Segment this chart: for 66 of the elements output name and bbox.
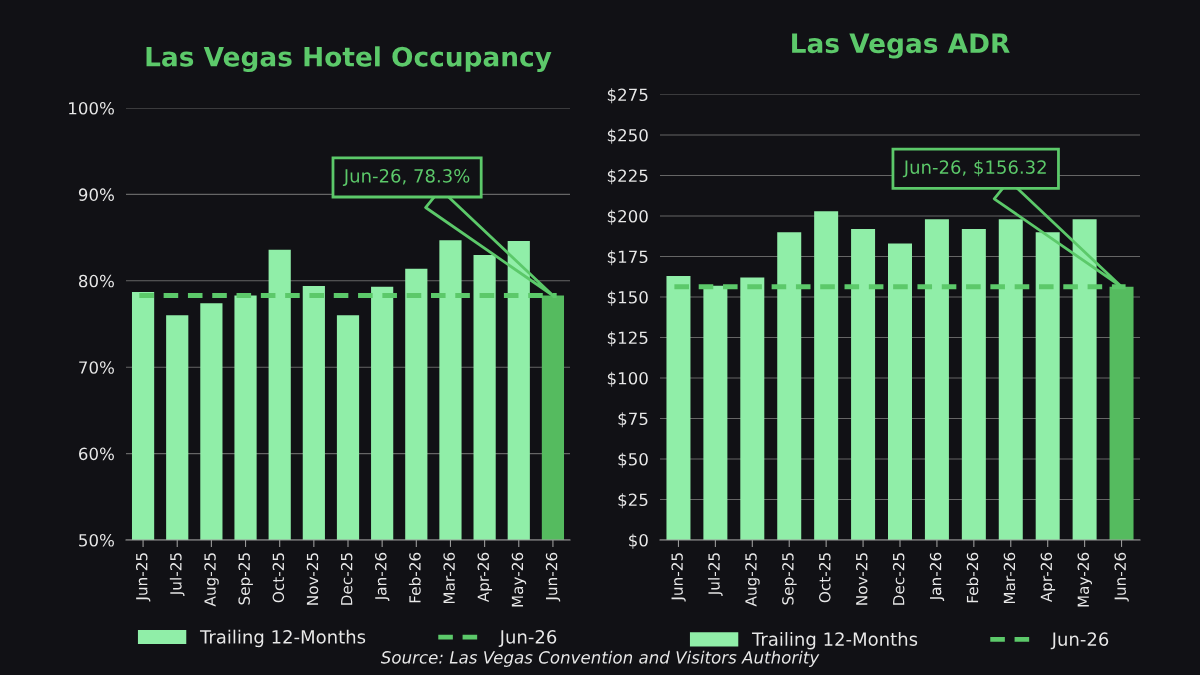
bar: [740, 277, 765, 540]
y-tick-label: 80%: [78, 274, 114, 288]
y-tick-label: 50%: [79, 533, 114, 547]
x-tick-label: Aug-25: [745, 553, 760, 607]
x-tick-label: Dec-25: [892, 553, 905, 605]
bar: [814, 211, 839, 540]
x-tick-label: Apr-26: [477, 552, 493, 603]
legend-label: Jun-26: [1050, 632, 1109, 650]
x-tick-label: Mar-26: [1003, 552, 1016, 604]
x-tick-label: Jan-26: [375, 552, 390, 602]
x-tick-label: May-26: [511, 552, 527, 607]
bar: [961, 228, 986, 540]
y-tick-label: $50: [618, 452, 648, 468]
x-tick-label: Oct-25: [819, 553, 831, 603]
x-tick-label: Aug-25: [204, 553, 219, 607]
y-tick-label: $100: [607, 371, 648, 387]
y-tick-label: $175: [607, 250, 648, 266]
annotation: Jun-26, $156.32: [902, 159, 1046, 178]
bar: [1035, 232, 1060, 540]
legend-label: Trailing 12-Months: [751, 631, 918, 650]
y-tick-label: $125: [607, 331, 648, 347]
x-tick-label: Jan-26: [929, 552, 945, 602]
y-tick-label: $225: [607, 169, 648, 185]
chart-title: Las Vegas ADR: [792, 33, 1010, 59]
bar: [1072, 219, 1097, 540]
x-tick-label: Feb-26: [408, 552, 421, 603]
y-tick-label: $150: [607, 290, 648, 306]
y-tick-label: $0: [629, 533, 648, 549]
x-tick-label: Jul-25: [169, 553, 185, 596]
y-tick-label: 90%: [78, 188, 114, 201]
x-tick-label: Sep-25: [782, 553, 797, 605]
y-tick-label: $275: [607, 88, 648, 104]
x-tick-label: Sep-25: [238, 553, 253, 605]
bar: [777, 232, 802, 540]
x-tick-label: Feb-26: [966, 552, 979, 603]
x-tick-label: Mar-26: [443, 552, 455, 604]
x-tick-label: May-26: [1077, 552, 1093, 607]
bar: [666, 275, 691, 540]
x-tick-label: Jun-25: [135, 553, 151, 602]
x-tick-label: Dec-25: [340, 553, 353, 605]
bar: [924, 219, 949, 540]
x-tick-label: Jul-25: [707, 553, 723, 596]
x-tick-label: Oct-25: [272, 553, 285, 603]
bar: [703, 285, 728, 540]
legend-label: Jun-26: [498, 630, 557, 648]
y-tick-label: $250: [607, 128, 648, 144]
bar: [1109, 286, 1134, 540]
annotation: Jun-26, 78.3%: [342, 169, 470, 187]
y-tick-label: 60%: [79, 447, 114, 461]
bar: [851, 228, 876, 540]
y-tick-label: $75: [618, 412, 648, 428]
bar: [998, 219, 1023, 540]
x-tick-label: Apr-26: [1040, 552, 1056, 603]
legend-label: Trailing 12-Months: [199, 629, 366, 648]
y-tick-label: $200: [607, 209, 648, 225]
x-tick-label: Jun-25: [671, 553, 686, 602]
source-note: Source: Las Vegas Convention and Visitors Authority: [380, 650, 820, 667]
x-tick-label: Jun-26: [1114, 552, 1129, 602]
y-tick-label: 100%: [69, 101, 114, 115]
y-tick-label: 70%: [79, 361, 114, 374]
x-tick-label: Jun-26: [545, 552, 561, 602]
x-tick-label: Nov-25: [306, 553, 319, 605]
y-tick-label: $25: [618, 493, 648, 509]
chart-title: Las Vegas Hotel Occupancy: [146, 46, 552, 73]
x-tick-label: Nov-25: [855, 553, 868, 605]
bar: [888, 243, 912, 540]
